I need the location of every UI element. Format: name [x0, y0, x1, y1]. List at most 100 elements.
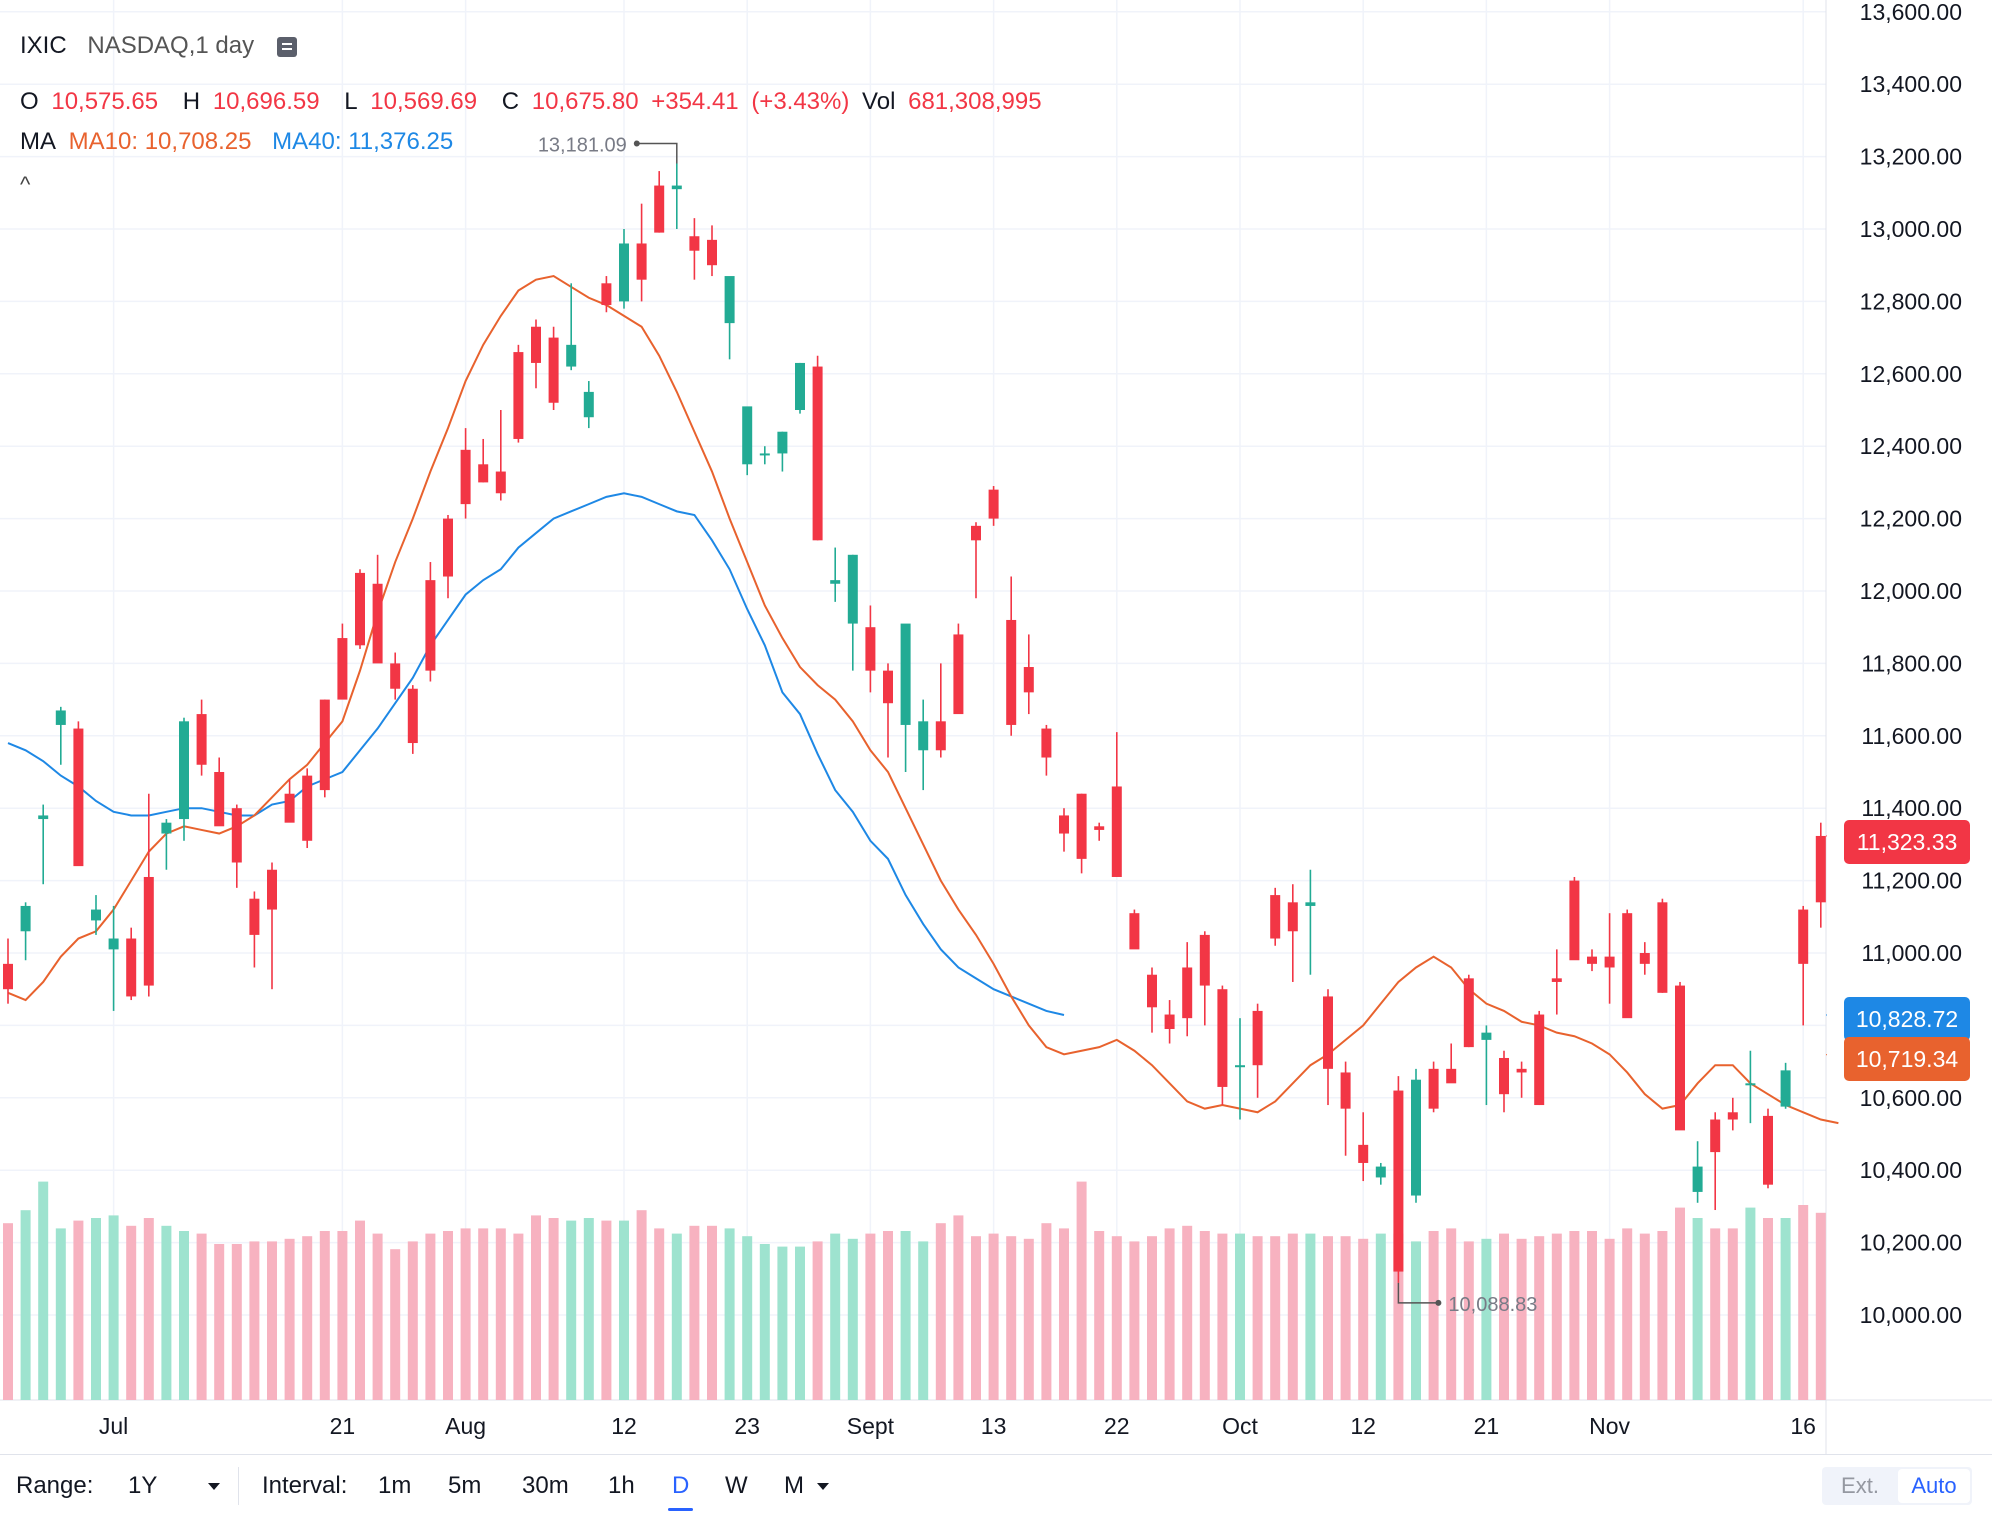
candle-body: [865, 627, 876, 671]
volume-bar: [355, 1220, 365, 1400]
open-label: O: [20, 88, 39, 115]
volume-bar: [1463, 1241, 1474, 1400]
candle: [73, 721, 84, 867]
close-value: 10,675.80: [531, 88, 639, 115]
interval-1h[interactable]: 1h: [608, 1472, 635, 1499]
candle: [1569, 876, 1580, 961]
candle-body: [1569, 880, 1580, 961]
candle-body: [1675, 985, 1685, 1131]
candle: [1798, 905, 1809, 1026]
x-tick-label: 16: [1790, 1413, 1816, 1439]
volume-layer: [3, 1181, 1826, 1400]
candle: [55, 706, 66, 765]
candle-body: [583, 391, 594, 418]
volume-bar: [91, 1218, 101, 1400]
candle: [1780, 1062, 1791, 1109]
y-tick-label: 11,600.00: [1861, 723, 1962, 749]
candle: [1287, 884, 1298, 982]
volume-bar: [337, 1231, 348, 1400]
volume-bar: [1569, 1231, 1580, 1400]
candle-body: [1287, 902, 1298, 932]
candle: [1252, 1003, 1263, 1098]
candle-body: [1727, 1112, 1738, 1120]
candle-body: [759, 453, 770, 456]
volume-bar: [1059, 1228, 1069, 1400]
legend-menu-icon[interactable]: [276, 36, 297, 57]
volume-bar: [1129, 1241, 1140, 1400]
interval-5m[interactable]: 5m: [448, 1472, 482, 1499]
price-chart[interactable]: 13,181.09 10,088.83 10,000.00 10,200.00 10,…: [0, 0, 1992, 1454]
candle: [1745, 1050, 1756, 1124]
candle: [1323, 989, 1333, 1106]
candle-body: [1023, 667, 1034, 693]
candle: [372, 554, 383, 664]
candle-body: [1622, 913, 1633, 1019]
volume-bar: [1252, 1236, 1263, 1400]
candle: [1217, 985, 1228, 1106]
candle: [1516, 1061, 1527, 1098]
candle: [1006, 576, 1017, 736]
y-tick-label: 13,600.00: [1860, 0, 1962, 25]
volume-bar: [1622, 1228, 1633, 1400]
candle: [1182, 942, 1193, 1037]
candle-body: [1463, 978, 1474, 1048]
interval-d[interactable]: D: [667, 1455, 694, 1517]
candle: [126, 927, 137, 1001]
x-tick-label: 12: [611, 1413, 637, 1439]
candle: [847, 554, 858, 671]
candle-body: [601, 283, 612, 306]
volume-bar: [1076, 1181, 1087, 1400]
interval-w[interactable]: W: [725, 1472, 748, 1499]
candle: [636, 203, 647, 302]
volume-bar: [478, 1228, 489, 1400]
ma10-layer: [7, 275, 1839, 1125]
symbol-name[interactable]: IXIC: [20, 32, 67, 59]
candle-body: [847, 554, 858, 624]
candle: [108, 905, 119, 1011]
interval-m[interactable]: M: [784, 1455, 829, 1517]
range-select[interactable]: 1Y: [128, 1455, 220, 1517]
volume-bar: [1358, 1238, 1369, 1400]
candle: [214, 757, 225, 827]
volume-bar: [531, 1215, 541, 1400]
x-tick-label: 13: [981, 1413, 1007, 1439]
candle-body: [883, 670, 893, 704]
candle: [1059, 808, 1069, 852]
candle-body: [1604, 956, 1615, 968]
ma-label: MA: [20, 128, 56, 155]
candle-body: [689, 236, 700, 251]
interval-30m[interactable]: 30m: [522, 1472, 569, 1499]
candle-body: [1375, 1166, 1386, 1178]
candle: [302, 768, 313, 849]
interval-1m[interactable]: 1m: [378, 1472, 412, 1499]
x-tick-label: 21: [330, 1413, 356, 1439]
candle-body: [900, 623, 911, 725]
ext-auto-toggle: Ext. Auto: [1822, 1467, 1972, 1505]
candle-body: [1481, 1032, 1492, 1040]
candle-body: [91, 909, 101, 921]
volume-bar: [3, 1223, 13, 1400]
x-tick-label: 22: [1104, 1413, 1130, 1439]
candle: [513, 344, 524, 443]
candle-body: [390, 663, 401, 689]
collapse-legend-icon[interactable]: ^: [20, 172, 31, 197]
ma10-line: [7, 275, 1839, 1125]
volume-bar: [830, 1233, 841, 1400]
volume-bar: [495, 1228, 506, 1400]
volume-bar: [1023, 1238, 1034, 1400]
high-value: 10,696.59: [212, 88, 320, 115]
volume-bar: [108, 1215, 119, 1400]
range-value: 1Y: [128, 1472, 157, 1499]
volume-bar: [1182, 1225, 1193, 1400]
x-tick-label: 12: [1350, 1413, 1376, 1439]
candle-body: [1111, 786, 1122, 877]
change-percent: (+3.43%): [751, 88, 850, 115]
volume-bar: [443, 1231, 453, 1400]
ext-button[interactable]: Ext.: [1841, 1473, 1879, 1498]
candle: [1463, 974, 1474, 1048]
volume-bar: [1815, 1212, 1826, 1400]
candle-layer: [3, 163, 1826, 1283]
interval-dropdown-icon: [816, 1483, 829, 1491]
candle-body: [1006, 619, 1017, 725]
auto-button[interactable]: Auto: [1898, 1469, 1970, 1503]
